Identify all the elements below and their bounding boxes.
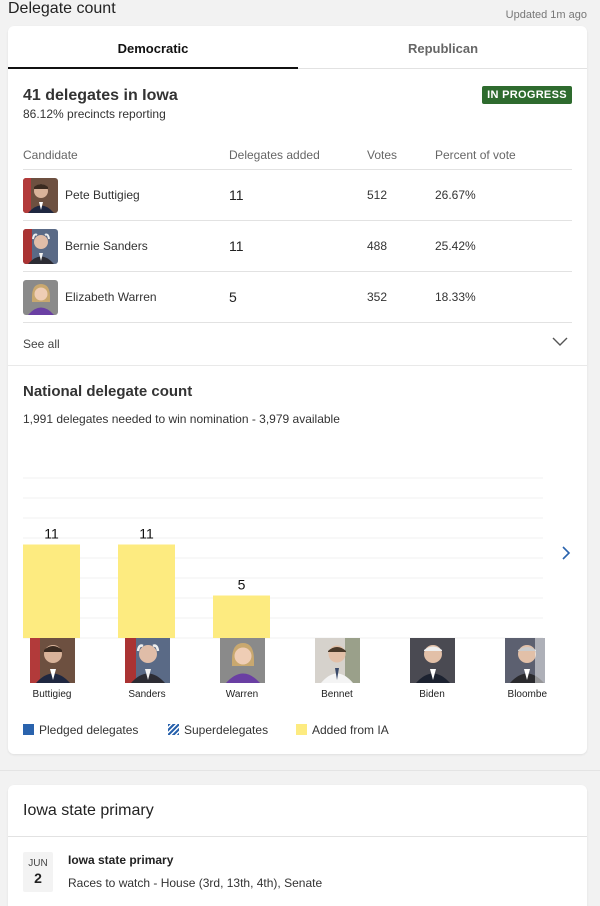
page-title: Delegate count bbox=[8, 0, 116, 17]
table-row[interactable]: Bernie Sanders 11 488 25.42% bbox=[23, 220, 572, 271]
candidate-name: Bernie Sanders bbox=[65, 239, 148, 253]
bar-value-label: 5 bbox=[238, 577, 246, 593]
event-date: JUN 2 bbox=[23, 852, 53, 892]
candidate-portrait-bloomberg[interactable] bbox=[505, 638, 545, 683]
candidate-portrait-warren[interactable] bbox=[220, 638, 265, 683]
state-delegates-title: 41 delegates in Iowa bbox=[23, 87, 178, 104]
votes: 512 bbox=[367, 188, 388, 202]
votes: 488 bbox=[367, 239, 388, 253]
percent-of-vote: 18.33% bbox=[435, 290, 476, 304]
legend-swatch bbox=[296, 724, 307, 735]
legend-label: Pledged delegates bbox=[39, 723, 139, 737]
chevron-right-icon[interactable] bbox=[560, 546, 572, 560]
bar-buttigieg[interactable] bbox=[23, 544, 80, 639]
divider bbox=[8, 365, 587, 366]
candidate-label: Bennet bbox=[321, 689, 353, 700]
delegates-added: 11 bbox=[229, 238, 244, 254]
legend-swatch bbox=[23, 724, 34, 735]
column-header-candidate: Candidate bbox=[23, 148, 78, 162]
party-tabs: Democratic Republican bbox=[8, 26, 587, 69]
legend-added: Added from IA bbox=[296, 723, 389, 737]
see-all-row[interactable]: See all bbox=[23, 322, 572, 365]
national-subtitle: 1,991 delegates needed to win nomination… bbox=[23, 412, 340, 426]
event-day: 2 bbox=[34, 870, 42, 886]
bar-sanders[interactable] bbox=[118, 544, 175, 639]
avatar bbox=[23, 280, 58, 315]
see-all-link[interactable]: See all bbox=[23, 337, 60, 351]
legend-pledged: Pledged delegates bbox=[23, 723, 138, 737]
bar-value-label: 11 bbox=[44, 526, 59, 542]
candidate-label: Biden bbox=[419, 689, 445, 700]
status-badge: IN PROGRESS bbox=[482, 86, 572, 104]
column-header-delegates: Delegates added bbox=[229, 148, 320, 162]
candidate-portrait-biden[interactable] bbox=[410, 638, 455, 683]
legend-swatch bbox=[168, 724, 179, 735]
bar-warren[interactable] bbox=[213, 595, 270, 639]
bar-value-label: 11 bbox=[139, 526, 154, 542]
table-row[interactable]: Pete Buttigieg 11 512 26.67% bbox=[23, 169, 572, 220]
tab-democratic[interactable]: Democratic bbox=[8, 26, 298, 69]
chevron-down-icon[interactable] bbox=[552, 335, 568, 347]
candidate-portrait-buttigieg[interactable] bbox=[30, 638, 75, 683]
candidate-portrait-sanders[interactable] bbox=[125, 638, 170, 683]
table-row[interactable]: Elizabeth Warren 5 352 18.33% bbox=[23, 271, 572, 322]
delegates-added: 11 bbox=[229, 187, 244, 203]
updated-timestamp: Updated 1m ago bbox=[505, 9, 587, 21]
delegate-count-card: Democratic Republican 41 delegates in Io… bbox=[8, 26, 587, 754]
divider bbox=[8, 836, 587, 837]
legend-label: Superdelegates bbox=[184, 723, 269, 737]
votes: 352 bbox=[367, 290, 388, 304]
primary-title: Iowa state primary bbox=[23, 802, 154, 819]
candidate-name: Pete Buttigieg bbox=[65, 188, 140, 202]
percent-of-vote: 25.42% bbox=[435, 239, 476, 253]
legend-label: Added from IA bbox=[312, 723, 389, 737]
event-month: JUN bbox=[28, 858, 48, 869]
column-header-votes: Votes bbox=[367, 148, 398, 162]
national-title: National delegate count bbox=[23, 383, 193, 400]
candidate-label: Warren bbox=[225, 689, 259, 700]
percent-of-vote: 26.67% bbox=[435, 188, 476, 202]
candidate-portrait-bennet[interactable] bbox=[315, 638, 360, 683]
section-separator bbox=[0, 770, 600, 771]
avatar bbox=[23, 178, 58, 213]
candidate-name: Elizabeth Warren bbox=[65, 290, 157, 304]
legend-super: Superdelegates bbox=[168, 723, 268, 737]
tab-republican[interactable]: Republican bbox=[407, 41, 479, 56]
header: Delegate count Updated 1m ago bbox=[8, 0, 592, 26]
iowa-primary-card: Iowa state primary JUN 2 Iowa state prim… bbox=[8, 785, 587, 906]
event-subtitle: Races to watch - House (3rd, 13th, 4th),… bbox=[68, 876, 323, 890]
candidate-label: Bloombe bbox=[507, 689, 547, 700]
precincts-reporting: 86.12% precincts reporting bbox=[23, 107, 166, 121]
candidate-label: Sanders bbox=[128, 689, 166, 700]
delegate-bar-chart: 11 11 5 bbox=[23, 477, 543, 639]
delegates-added: 5 bbox=[229, 289, 237, 305]
column-header-percent: Percent of vote bbox=[435, 148, 516, 162]
candidate-label: Buttigieg bbox=[32, 689, 72, 700]
event-title[interactable]: Iowa state primary bbox=[68, 853, 174, 867]
avatar bbox=[23, 229, 58, 264]
